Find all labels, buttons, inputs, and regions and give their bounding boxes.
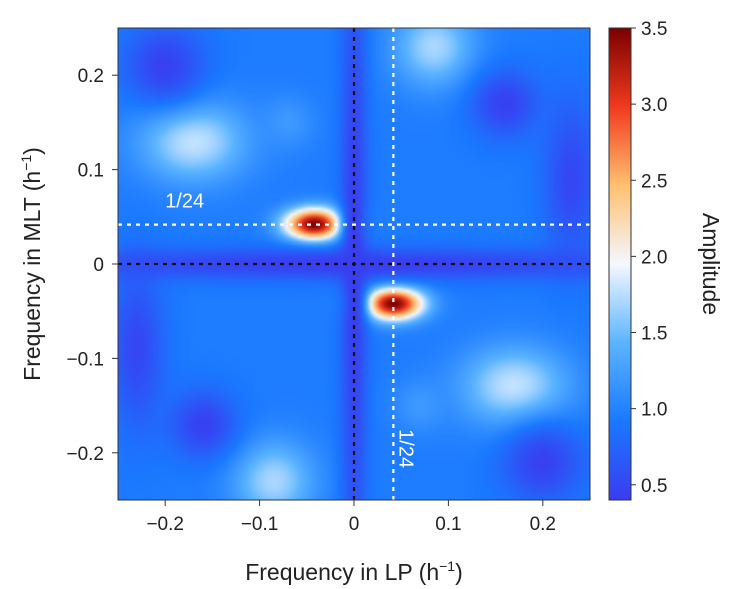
x-tick-label: 0.2 [530, 514, 556, 535]
y-tick-label: −0.1 [66, 349, 104, 370]
colorbar-label: Amplitude [698, 213, 724, 315]
colorbar-gradient [609, 28, 631, 500]
colorbar-tick-label: 1.0 [641, 400, 667, 421]
heatmap-area [118, 28, 590, 500]
y-tick-label: 0.1 [78, 161, 104, 182]
y-tick-label: −0.2 [66, 444, 104, 465]
reference-lines [118, 28, 590, 500]
annotation-label: 1/24 [165, 190, 204, 212]
x-tick-label: 0 [349, 514, 360, 535]
colorbar-tick-label: 2.0 [641, 247, 667, 268]
y-tick-label: 0.2 [78, 66, 104, 87]
colorbar-tick-label: 0.5 [641, 476, 667, 497]
colorbar-frame [608, 27, 632, 501]
x-axis-title: Frequency in LP (h−1) [245, 558, 463, 585]
colorbar-tick-label: 3.0 [641, 95, 667, 116]
colorbar-tick-label: 3.5 [641, 19, 667, 40]
colorbar-tick-label: 2.5 [641, 171, 667, 192]
y-axis-ticks: 0.2 0.1 0 −0.1 −0.2 [66, 66, 118, 465]
x-tick-label: −0.2 [146, 514, 184, 535]
y-tick-label: 0 [93, 255, 104, 276]
colorbar: 3.5 3.0 2.5 2.0 1.5 1.0 0.5 Amplitude [608, 19, 724, 501]
x-axis-ticks: −0.2 −0.1 0 0.1 0.2 [146, 500, 556, 535]
y-axis-title: Frequency in MLT (h−1) [18, 147, 45, 381]
annotation-label: 1/24 [394, 429, 416, 468]
x-tick-label: −0.1 [241, 514, 279, 535]
colorbar-tick-label: 1.5 [641, 324, 667, 345]
colorbar-ticks: 3.5 3.0 2.5 2.0 1.5 1.0 0.5 [631, 19, 667, 497]
annotations: 1/24 1/24 [165, 190, 416, 468]
x-tick-label: 0.1 [435, 514, 461, 535]
